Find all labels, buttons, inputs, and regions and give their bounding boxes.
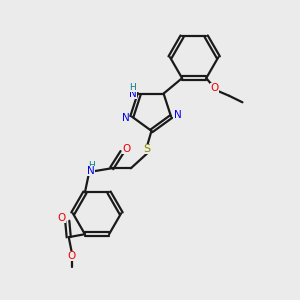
Text: N: N xyxy=(129,88,137,99)
Text: S: S xyxy=(143,144,151,154)
Text: O: O xyxy=(210,83,219,94)
Text: N: N xyxy=(174,110,182,120)
Text: O: O xyxy=(68,251,76,261)
Text: H: H xyxy=(88,161,94,170)
Text: O: O xyxy=(57,213,65,223)
Text: O: O xyxy=(122,144,130,154)
Text: N: N xyxy=(122,113,129,123)
Text: N: N xyxy=(87,166,95,176)
Text: H: H xyxy=(130,82,136,91)
